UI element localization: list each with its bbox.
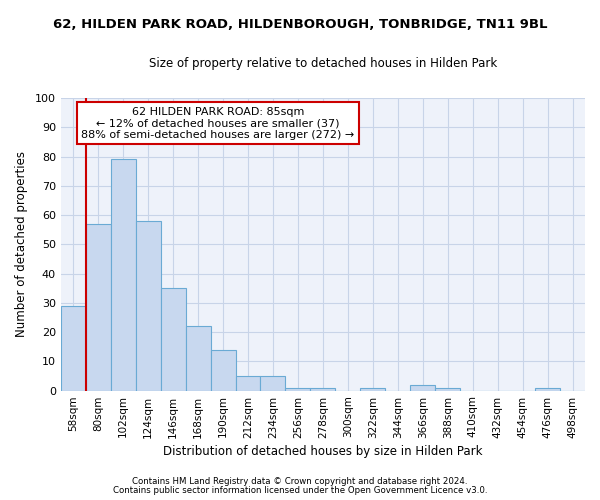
Bar xyxy=(286,388,310,390)
Bar xyxy=(136,221,161,390)
Bar xyxy=(211,350,236,391)
Bar xyxy=(111,160,136,390)
Bar xyxy=(310,388,335,390)
Bar xyxy=(410,384,435,390)
Bar xyxy=(86,224,111,390)
Text: Contains public sector information licensed under the Open Government Licence v3: Contains public sector information licen… xyxy=(113,486,487,495)
Text: 62, HILDEN PARK ROAD, HILDENBOROUGH, TONBRIDGE, TN11 9BL: 62, HILDEN PARK ROAD, HILDENBOROUGH, TON… xyxy=(53,18,547,30)
Text: 62 HILDEN PARK ROAD: 85sqm
← 12% of detached houses are smaller (37)
88% of semi: 62 HILDEN PARK ROAD: 85sqm ← 12% of deta… xyxy=(82,107,355,140)
Title: Size of property relative to detached houses in Hilden Park: Size of property relative to detached ho… xyxy=(149,58,497,70)
Text: Contains HM Land Registry data © Crown copyright and database right 2024.: Contains HM Land Registry data © Crown c… xyxy=(132,477,468,486)
Bar xyxy=(185,326,211,390)
Y-axis label: Number of detached properties: Number of detached properties xyxy=(15,152,28,338)
Bar xyxy=(535,388,560,390)
X-axis label: Distribution of detached houses by size in Hilden Park: Distribution of detached houses by size … xyxy=(163,444,482,458)
Bar xyxy=(61,306,86,390)
Bar xyxy=(236,376,260,390)
Bar xyxy=(361,388,385,390)
Bar xyxy=(435,388,460,390)
Bar xyxy=(260,376,286,390)
Bar xyxy=(161,288,185,390)
